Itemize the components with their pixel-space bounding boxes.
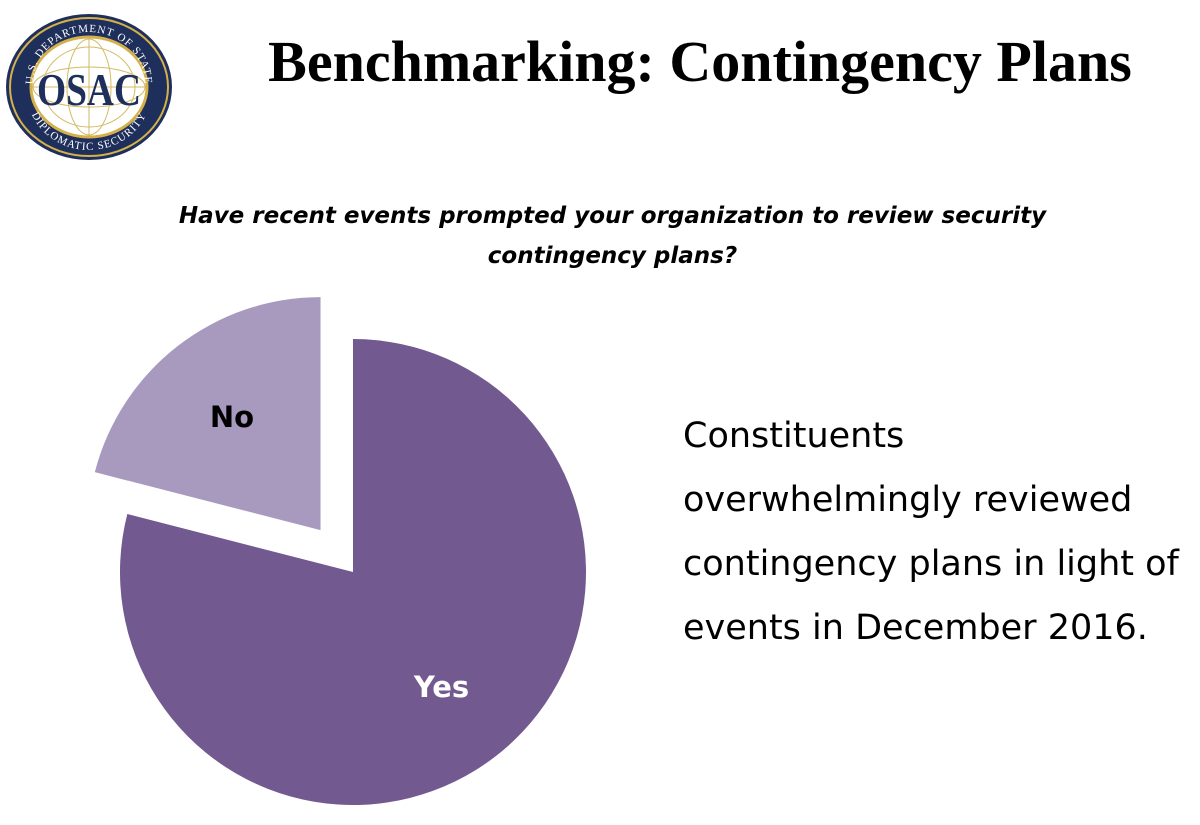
pie-chart: Yes No (94, 297, 586, 806)
pie-slice-no (94, 297, 321, 531)
logo-wordmark: OSAC (37, 64, 141, 115)
pie-label-no: No (210, 400, 254, 434)
osac-logo: U.S. DEPARTMENT OF STATE DIPLOMATIC SECU… (6, 14, 172, 160)
chart-title: Have recent events prompted your organiz… (178, 203, 1047, 269)
pie-slice-yes (119, 339, 586, 806)
conclusion-text: Constituents overwhelmingly reviewed con… (683, 416, 1179, 648)
pie-label-yes: Yes (413, 670, 469, 704)
page-title: Benchmarking: Contingency Plans (268, 29, 1132, 94)
